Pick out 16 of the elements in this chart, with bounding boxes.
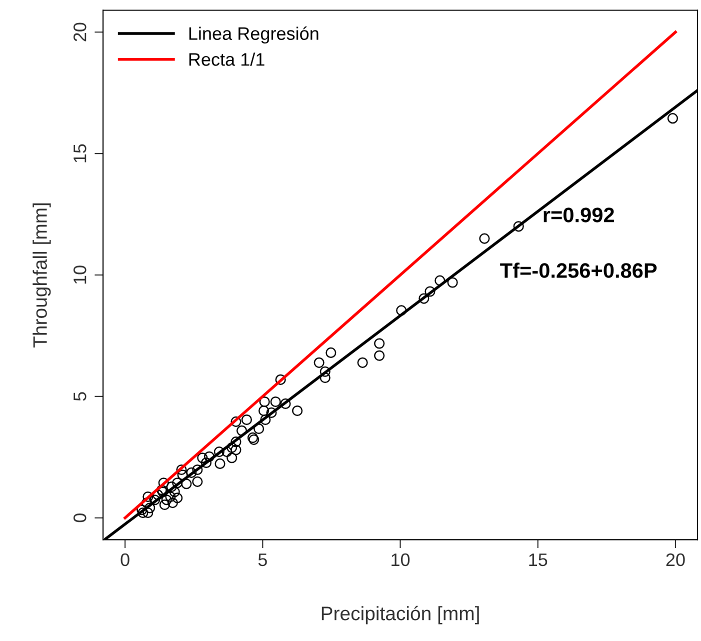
y-tick-label: 10 [74,266,86,284]
x-tick-label: 5 [258,554,267,566]
y-tick-label: 15 [74,144,86,162]
x-tick-label: 0 [120,553,130,566]
y-tick-label: 5 [74,392,86,401]
x-axis-title: Precipitación [mm] [322,606,479,624]
y-tick-label: 20 [74,22,86,42]
x-tick-label: 20 [666,553,685,566]
x-tick-label: 10 [392,553,410,566]
legend-label: Recta 1/1 [189,52,264,66]
y-axis-title: Throughfall [mm] [32,203,51,348]
x-tick-label: 15 [529,554,548,566]
legend-label: Linea Regresión [189,26,318,44]
annotation: Tf=-0.256+0.86P [500,262,657,278]
y-tick-label: 0 [74,514,86,522]
annotation: r=0.992 [544,208,614,222]
